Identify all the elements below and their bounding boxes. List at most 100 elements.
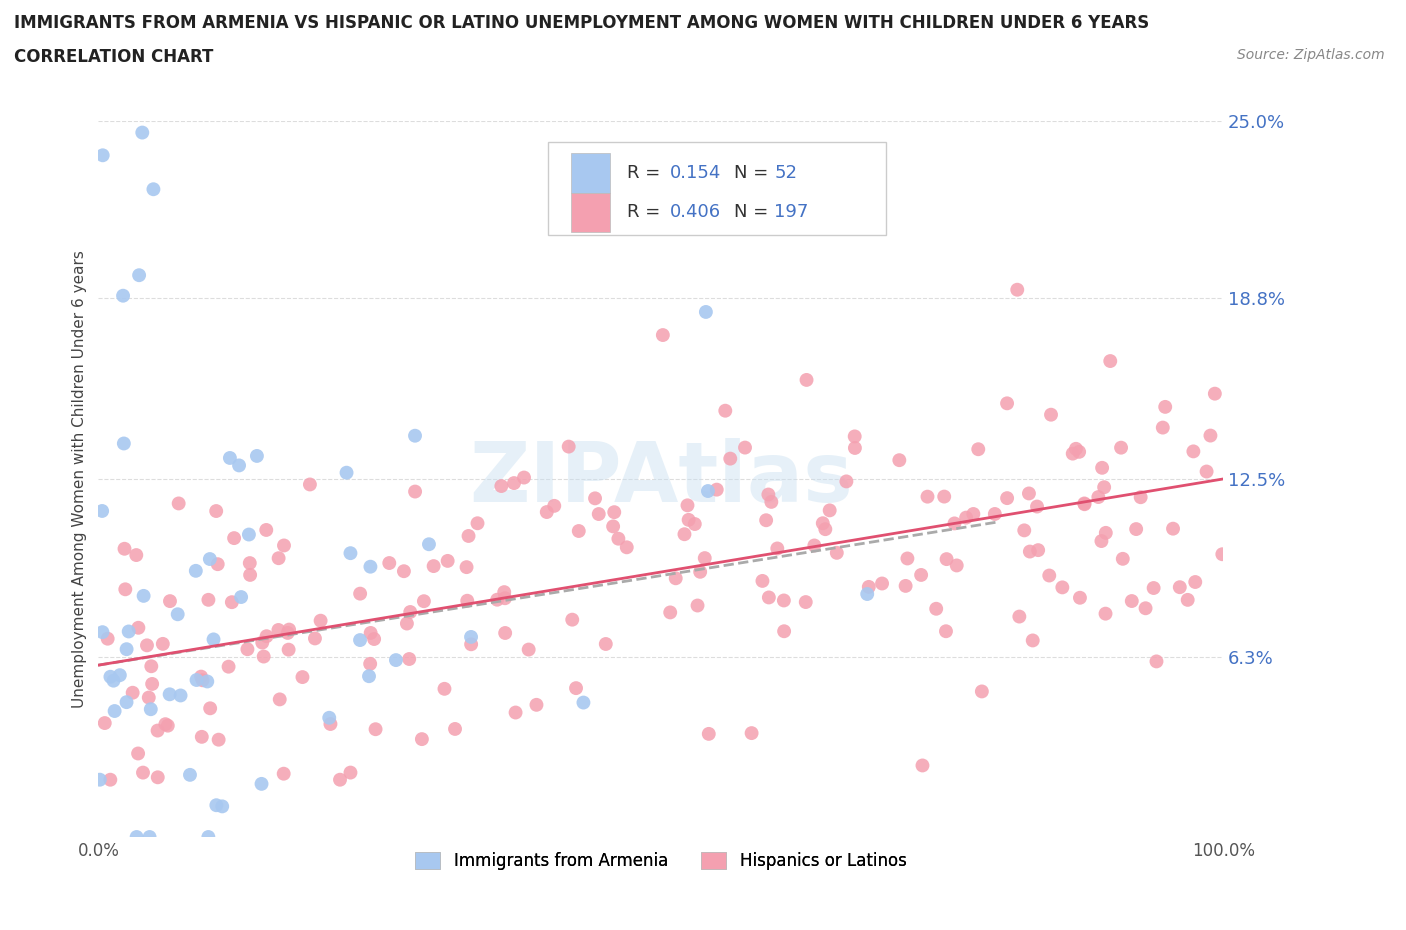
Point bbox=[486, 592, 509, 607]
Point bbox=[339, 765, 361, 780]
Point bbox=[505, 705, 527, 720]
Point bbox=[422, 559, 444, 574]
Point bbox=[167, 496, 190, 511]
Point bbox=[758, 590, 780, 604]
Text: 0.154: 0.154 bbox=[669, 164, 721, 182]
Point bbox=[239, 567, 262, 582]
Point bbox=[995, 396, 1018, 411]
Point bbox=[943, 516, 966, 531]
Point bbox=[1211, 547, 1233, 562]
Point bbox=[364, 722, 387, 737]
Point bbox=[659, 605, 682, 620]
Point bbox=[811, 516, 834, 531]
Point bbox=[1129, 490, 1152, 505]
Text: 197: 197 bbox=[775, 203, 808, 221]
Point bbox=[1143, 580, 1166, 595]
Point bbox=[568, 524, 591, 538]
Point bbox=[115, 642, 138, 657]
Point bbox=[112, 436, 135, 451]
Point bbox=[250, 777, 273, 791]
Point bbox=[1022, 633, 1045, 648]
Point bbox=[616, 540, 638, 555]
Text: ZIPAtlas: ZIPAtlas bbox=[468, 438, 853, 520]
Y-axis label: Unemployment Among Women with Children Under 6 years: Unemployment Among Women with Children U… bbox=[72, 250, 87, 708]
Point bbox=[607, 531, 630, 546]
Point bbox=[254, 523, 277, 538]
Point bbox=[756, 487, 779, 502]
Point bbox=[718, 451, 741, 466]
Point bbox=[1199, 428, 1222, 443]
Point bbox=[256, 629, 278, 644]
Point bbox=[318, 711, 340, 725]
Point bbox=[773, 593, 796, 608]
Point bbox=[136, 638, 159, 653]
Point bbox=[218, 659, 240, 674]
Point bbox=[385, 653, 408, 668]
Point bbox=[1092, 480, 1115, 495]
Point bbox=[238, 527, 260, 542]
Text: N =: N = bbox=[734, 203, 773, 221]
Point bbox=[392, 564, 415, 578]
Point bbox=[141, 658, 163, 673]
Point bbox=[98, 772, 121, 787]
Point bbox=[91, 625, 114, 640]
Point bbox=[1152, 420, 1174, 435]
Point bbox=[184, 564, 207, 578]
Point bbox=[494, 585, 516, 600]
Point bbox=[205, 798, 228, 813]
Point bbox=[1038, 568, 1060, 583]
Point bbox=[202, 632, 225, 647]
Point bbox=[693, 551, 716, 565]
Point bbox=[766, 541, 789, 556]
Point bbox=[224, 531, 246, 546]
Point bbox=[197, 830, 219, 844]
Point bbox=[955, 511, 977, 525]
Point bbox=[104, 704, 127, 719]
Point bbox=[127, 746, 149, 761]
Point bbox=[91, 148, 114, 163]
Point bbox=[557, 439, 579, 454]
Point bbox=[100, 670, 122, 684]
Point bbox=[229, 590, 252, 604]
Point bbox=[572, 695, 595, 710]
Point bbox=[456, 593, 478, 608]
Point bbox=[339, 546, 361, 561]
Point bbox=[146, 724, 169, 738]
Point bbox=[755, 512, 778, 527]
Point bbox=[651, 327, 673, 342]
Point bbox=[112, 288, 135, 303]
Point bbox=[1062, 446, 1084, 461]
Point bbox=[536, 505, 558, 520]
Point bbox=[494, 626, 516, 641]
Point bbox=[858, 579, 880, 594]
Point bbox=[513, 470, 536, 485]
Point bbox=[911, 758, 934, 773]
Point bbox=[269, 692, 291, 707]
Point bbox=[517, 642, 540, 657]
Point bbox=[108, 668, 131, 683]
Point bbox=[595, 636, 617, 651]
Point bbox=[1073, 496, 1095, 511]
Point bbox=[1146, 654, 1168, 669]
Point bbox=[676, 498, 699, 512]
Point bbox=[467, 516, 489, 531]
FancyBboxPatch shape bbox=[548, 142, 886, 235]
Point bbox=[404, 485, 426, 499]
Point bbox=[125, 830, 148, 844]
Point bbox=[228, 458, 250, 472]
Point bbox=[239, 555, 262, 570]
Point bbox=[1204, 386, 1226, 401]
Point bbox=[115, 695, 138, 710]
Point bbox=[197, 592, 219, 607]
Point bbox=[602, 519, 624, 534]
Point bbox=[1168, 579, 1191, 594]
Point bbox=[1135, 601, 1157, 616]
Point bbox=[935, 551, 957, 566]
Point bbox=[814, 522, 837, 537]
Point bbox=[94, 715, 117, 730]
Point bbox=[277, 626, 299, 641]
Point bbox=[734, 440, 756, 455]
Point bbox=[412, 593, 434, 608]
Point bbox=[1090, 534, 1112, 549]
Text: N =: N = bbox=[734, 164, 773, 182]
